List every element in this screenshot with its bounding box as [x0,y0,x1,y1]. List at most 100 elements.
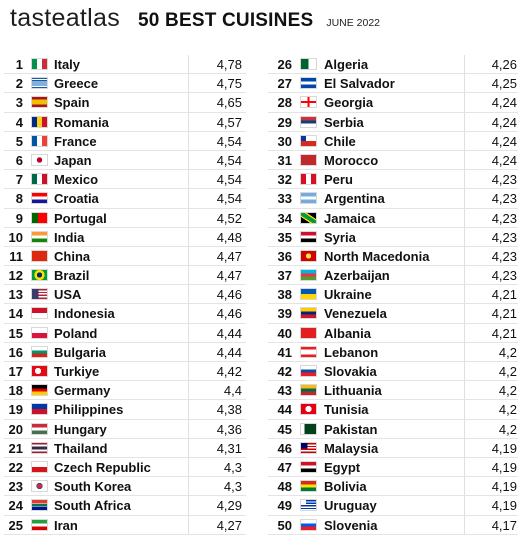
flag-pakistan-icon [300,422,317,435]
rank-number: 14 [8,306,23,322]
flag-morocco-icon [300,153,317,166]
column-divider [464,362,465,381]
rank-number: 3 [15,95,23,111]
column-divider [188,150,189,170]
rating-score: 4,46 [216,306,242,322]
rating-score: 4,26 [491,57,517,72]
flag-iran-icon [31,518,48,531]
country-name: Venezuela [324,306,387,322]
rating-score: 4,38 [216,402,242,418]
rank-number: 49 [277,498,292,514]
country-name: Georgia [324,95,374,111]
flag-lithuania-icon [300,384,317,397]
column-divider [464,323,465,342]
column-divider [464,515,465,534]
flag-egypt-icon [300,460,317,473]
rating-score: 4,52 [216,210,242,226]
ranking-row: 30 Chile 4,24 [268,131,518,151]
rank-number: 4 [15,114,23,130]
flag-uruguay-icon [300,499,317,512]
logo-atlas: atlas [65,4,121,32]
column-divider [188,304,189,323]
column-divider [188,323,189,342]
country-name: Azerbaijan [324,268,390,284]
country-name: France [54,133,97,149]
flag-brazil-icon [31,269,48,282]
country-name: Germany [54,383,111,399]
flag-elsalvador-icon [300,77,317,90]
flag-azerbaijan-icon [300,269,317,282]
country-name: Lebanon [324,344,379,360]
rating-score: 4,25 [491,76,517,92]
country-name: Jamaica [324,210,376,226]
rating-score: 4,21 [491,306,517,322]
rating-score: 4,44 [216,325,242,341]
rank-number: 22 [8,459,23,475]
flag-peru-icon [300,173,317,186]
ranking-row: 26 Algeria 4,26 [268,55,518,75]
rating-score: 4,23 [491,268,517,284]
country-name: Albania [324,325,371,341]
rank-number: 36 [277,248,292,264]
ranking-row: 17 Turkiye 4,42 [4,362,246,382]
rating-score: 4,2 [498,344,517,360]
ranking-row: 43 Lithuania 4,2 [268,381,518,401]
column-divider [464,457,465,477]
ranking-row: 10 India 4,48 [4,227,246,247]
rank-number: 35 [277,229,292,245]
rating-score: 4,2 [498,402,517,418]
column-divider [464,112,465,131]
rating-score: 4,19 [491,459,517,475]
country-name: Czech Republic [54,459,151,475]
ranking-row: 8 Croatia 4,54 [4,189,246,209]
column-divider [188,266,189,285]
rating-score: 4,24 [491,95,517,111]
rank-number: 30 [277,133,292,149]
flag-syria-icon [300,230,317,243]
flag-tunisia-icon [300,403,317,416]
flag-france-icon [31,134,48,147]
ranking-row: 9 Portugal 4,52 [4,208,246,228]
country-name: El Salvador [324,76,395,92]
flag-slovenia-icon [300,518,317,531]
rating-score: 4,4 [223,383,242,399]
ranking-row: 2 Greece 4,75 [4,74,246,94]
country-name: Chile [324,133,356,149]
country-name: Syria [324,229,356,245]
flag-albania-icon [300,326,317,339]
rating-score: 4,21 [491,287,517,303]
flag-mexico-icon [31,173,48,186]
flag-georgia-icon [300,96,317,109]
column-divider [464,477,465,496]
rank-number: 40 [277,325,292,341]
rank-number: 17 [8,364,23,379]
column-divider [188,208,189,227]
country-name: Bulgaria [54,344,107,360]
rank-number: 19 [8,402,23,418]
ranking-row: 20 Hungary 4,36 [4,419,246,439]
country-name: Iran [54,517,78,533]
column-divider [464,381,465,400]
header: tasteatlas 50 BEST CUISINES JUNE 2022 [10,4,380,32]
ranking-row: 46 Malaysia 4,19 [268,438,518,458]
column-divider [464,208,465,227]
ranking-row: 33 Argentina 4,23 [268,189,518,209]
flag-romania-icon [31,115,48,128]
ranking-column-left: 1 Italy 4,78 2 Greece 4,75 3 Spain 4,65 4 Romania 4… [4,55,246,535]
column-divider [464,131,465,150]
column-divider [188,189,189,208]
rank-number: 8 [15,191,23,207]
rating-score: 4,2 [498,421,517,437]
ranking-row: 12 Brazil 4,47 [4,266,246,286]
flag-bolivia-icon [300,480,317,493]
rating-score: 4,23 [491,248,517,264]
ranking-row: 18 Germany 4,4 [4,381,246,401]
rating-score: 4,54 [216,152,242,168]
rating-score: 4,65 [216,95,242,111]
rating-score: 4,54 [216,133,242,149]
rating-score: 4,47 [216,248,242,264]
ranking-row: 16 Bulgaria 4,44 [4,342,246,362]
rank-number: 28 [277,95,292,111]
flag-argentina-icon [300,192,317,205]
rating-score: 4,78 [216,57,242,72]
